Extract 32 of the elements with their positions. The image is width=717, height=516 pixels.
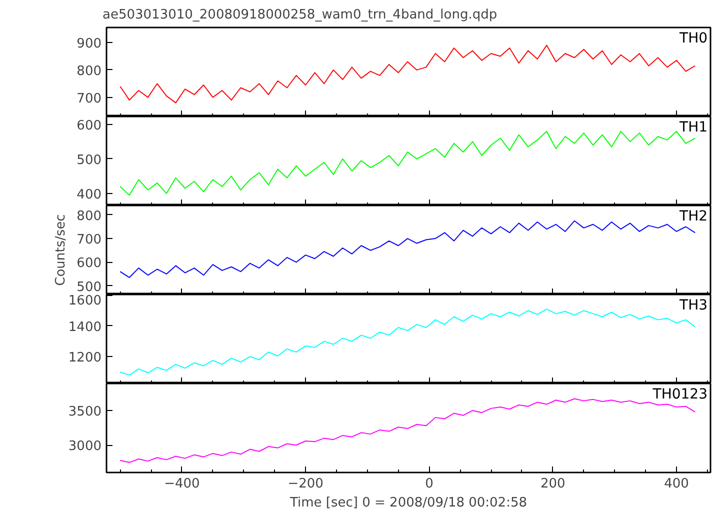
y-tick-label: 400: [76, 187, 102, 202]
y-tick-label: 900: [76, 36, 102, 52]
x-tick-label: 0: [425, 476, 434, 492]
y-tick-label: 600: [76, 256, 102, 272]
line-series: [120, 398, 696, 463]
y-tick-label: 3500: [68, 404, 102, 420]
line-series: [120, 220, 696, 278]
y-tick-label: 1200: [68, 350, 102, 366]
y-tick-label: 600: [76, 118, 102, 134]
y-tick-label: 700: [76, 232, 102, 248]
x-tick-label: 200: [540, 476, 566, 492]
y-tick-label: 800: [76, 208, 102, 224]
series-label: TH0: [678, 30, 708, 46]
chart-title: ae503013010_20080918000258_wam0_trn_4band_long.qdp: [102, 8, 498, 22]
line-series: [120, 44, 696, 104]
x-tick-label: −200: [288, 476, 324, 492]
series-label: TH2: [678, 208, 708, 224]
y-tick-label: 500: [76, 280, 102, 295]
x-axis-title: Time [sec] 0 = 2008/09/18 00:02:58: [288, 496, 528, 510]
y-tick-label: 1400: [68, 320, 102, 335]
series-label: TH3: [678, 298, 708, 314]
series-label: TH1: [678, 120, 708, 136]
series-label: TH0123: [652, 386, 708, 402]
x-tick-label: −400: [164, 476, 200, 492]
y-tick-label: 3000: [68, 439, 102, 454]
y-axis-title: Counts/sec: [54, 214, 69, 286]
y-tick-label: 700: [76, 91, 102, 106]
y-tick-label: 800: [76, 64, 102, 79]
x-tick-label: 400: [664, 476, 689, 492]
y-tick-label: 500: [76, 152, 102, 168]
y-tick-label: 1600: [68, 294, 102, 308]
line-series: [120, 130, 696, 196]
